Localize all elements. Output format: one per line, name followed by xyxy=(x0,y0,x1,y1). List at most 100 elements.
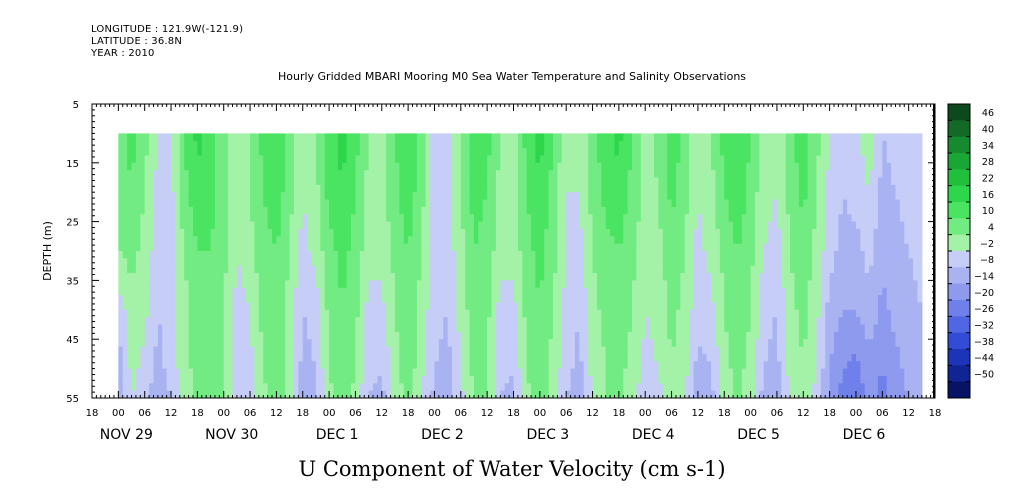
heatmap-cell xyxy=(201,251,207,259)
heatmap-cell xyxy=(201,273,207,281)
heatmap-cell xyxy=(654,236,659,245)
heatmap-cell xyxy=(232,206,238,215)
heatmap-cell xyxy=(719,148,725,157)
heatmap-cell xyxy=(513,390,519,398)
heatmap-cell xyxy=(500,133,506,142)
heatmap-cell xyxy=(693,383,699,392)
heatmap-cell xyxy=(513,331,519,340)
heatmap-cell xyxy=(403,368,409,377)
heatmap-cell xyxy=(724,251,730,259)
heatmap-cell xyxy=(566,236,572,245)
heatmap-cell xyxy=(487,273,493,281)
heatmap-cell xyxy=(258,155,264,164)
heatmap-cell xyxy=(456,383,462,392)
heatmap-cell xyxy=(285,331,291,340)
heatmap-cell xyxy=(214,251,220,259)
heatmap-cell xyxy=(223,353,229,362)
heatmap-cell xyxy=(245,214,251,223)
heatmap-cell xyxy=(566,206,572,215)
heatmap-cell xyxy=(684,177,690,186)
heatmap-cell xyxy=(487,317,493,326)
heatmap-cell xyxy=(311,192,317,201)
heatmap-cell xyxy=(263,251,269,259)
heatmap-cell xyxy=(636,162,642,171)
heatmap-cell xyxy=(447,331,453,340)
heatmap-cell xyxy=(280,140,286,149)
heatmap-cell xyxy=(684,280,690,289)
heatmap-cell xyxy=(153,265,159,274)
heatmap-cell xyxy=(627,383,633,392)
heatmap-cell xyxy=(394,243,400,252)
heatmap-cell xyxy=(640,192,646,201)
heatmap-cell xyxy=(368,265,374,274)
heatmap-cell xyxy=(179,221,185,230)
heatmap-cell xyxy=(627,280,633,289)
heatmap-cell xyxy=(465,155,471,164)
heatmap-cell xyxy=(583,170,589,179)
heatmap-cell xyxy=(359,295,365,304)
heatmap-cell xyxy=(583,148,589,157)
heatmap-cell xyxy=(127,214,133,223)
heatmap-cell xyxy=(188,375,194,384)
heatmap-cell xyxy=(140,331,146,340)
heatmap-cell xyxy=(394,192,400,201)
heatmap-cell xyxy=(465,162,471,171)
heatmap-cell xyxy=(140,353,146,362)
heatmap-cell xyxy=(416,140,422,149)
heatmap-cell xyxy=(487,331,493,340)
heatmap-cell xyxy=(210,155,216,164)
heatmap-cell xyxy=(157,162,163,171)
heatmap-cell xyxy=(702,361,708,370)
heatmap-cell xyxy=(715,287,721,296)
heatmap-cell xyxy=(351,206,357,215)
heatmap-cell xyxy=(513,140,519,149)
heatmap-cell xyxy=(592,214,598,223)
heatmap-cell xyxy=(364,243,370,252)
heatmap-cell xyxy=(504,258,510,267)
heatmap-cell xyxy=(210,280,216,289)
heatmap-cell xyxy=(553,243,559,252)
heatmap-cell xyxy=(359,287,365,296)
heatmap-cell xyxy=(171,390,177,398)
heatmap-cell xyxy=(574,177,580,186)
heatmap-cell xyxy=(311,243,317,252)
heatmap-cell xyxy=(192,309,198,318)
heatmap-cell xyxy=(649,184,655,193)
heatmap-cell xyxy=(214,243,220,252)
heatmap-cell xyxy=(680,331,686,340)
heatmap-cell xyxy=(610,206,616,215)
heatmap-cell xyxy=(197,140,203,149)
heatmap-cell xyxy=(557,206,563,215)
heatmap-cell xyxy=(605,339,611,348)
heatmap-cell xyxy=(535,184,541,193)
heatmap-cell xyxy=(140,133,146,142)
heatmap-cell xyxy=(544,302,550,311)
heatmap-cell xyxy=(346,265,352,274)
heatmap-cell xyxy=(250,170,256,179)
heatmap-cell xyxy=(373,192,378,201)
heatmap-cell xyxy=(188,324,194,333)
heatmap-cell xyxy=(245,148,251,157)
heatmap-cell xyxy=(214,361,220,370)
heatmap-cell xyxy=(434,383,440,392)
heatmap-cell xyxy=(298,280,304,289)
heatmap-cell xyxy=(473,155,479,164)
heatmap-cell xyxy=(473,361,479,370)
heatmap-cell xyxy=(337,148,343,157)
heatmap-cell xyxy=(201,243,207,252)
heatmap-cell xyxy=(368,251,374,259)
heatmap-cell xyxy=(289,361,295,370)
heatmap-cell xyxy=(153,302,159,311)
heatmap-cell xyxy=(166,346,172,355)
heatmap-cell xyxy=(223,302,229,311)
heatmap-cell xyxy=(131,162,137,171)
heatmap-cell xyxy=(561,170,567,179)
heatmap-cell xyxy=(337,214,343,223)
heatmap-cell xyxy=(553,361,559,370)
heatmap-cell xyxy=(649,236,655,245)
heatmap-cell xyxy=(473,148,479,157)
heatmap-cell xyxy=(618,228,624,237)
heatmap-cell xyxy=(280,339,286,348)
heatmap-cell xyxy=(188,331,194,340)
heatmap-cell xyxy=(416,353,422,362)
